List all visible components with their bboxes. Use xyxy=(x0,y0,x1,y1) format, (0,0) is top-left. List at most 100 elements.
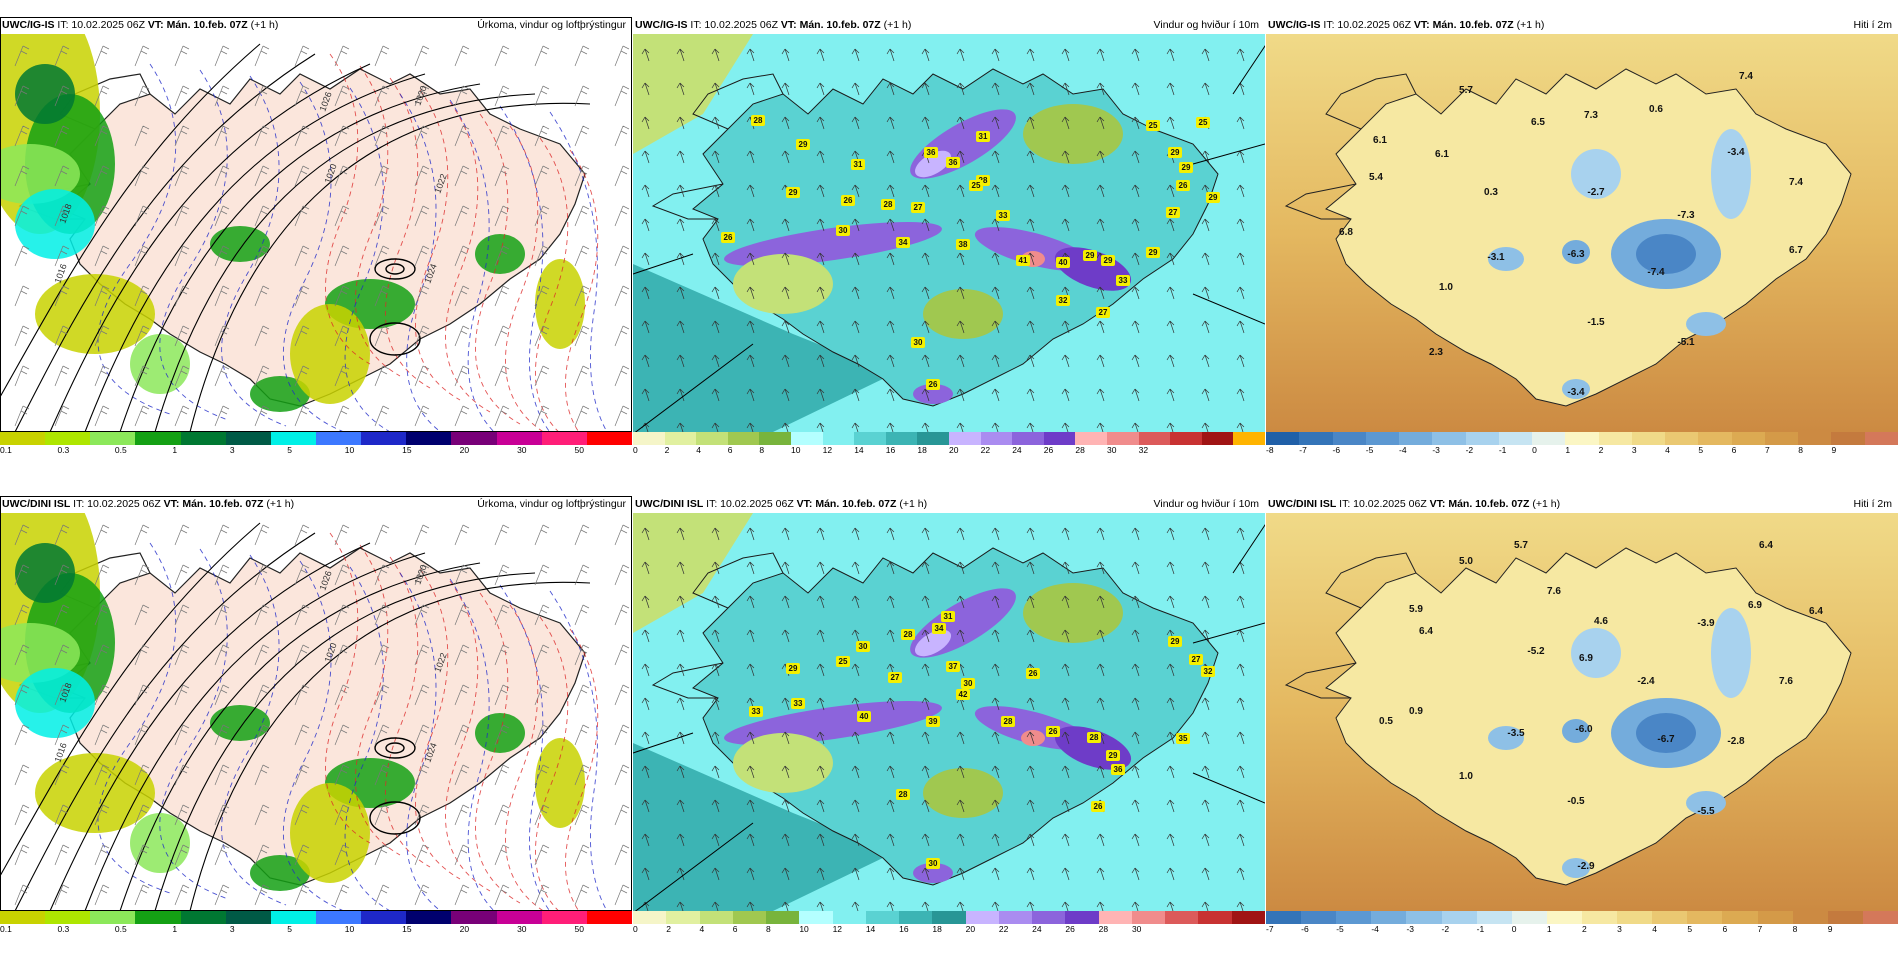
wind-arrow xyxy=(886,527,895,541)
temperature-label: -2.8 xyxy=(1727,736,1745,747)
temperature-label: -0.5 xyxy=(1567,796,1585,807)
colorbar-tick-label: 0.5 xyxy=(114,445,127,455)
temperature-isoline xyxy=(445,580,491,892)
valid-time: VT: Mán. 10.feb. 07Z xyxy=(796,498,897,510)
colorbar-swatch xyxy=(1698,432,1733,445)
wind-barb xyxy=(614,884,630,906)
wind-arrow xyxy=(921,799,930,813)
wind-arrow xyxy=(1061,527,1070,541)
wind-barb xyxy=(494,125,510,147)
wind-arrow xyxy=(711,422,720,432)
wind-arrow xyxy=(1096,867,1105,881)
wind-arrow xyxy=(991,48,1000,62)
wind-barb xyxy=(214,684,230,706)
colorbar-swatch xyxy=(1032,911,1066,924)
wind-barb xyxy=(334,45,350,67)
wind-speed-field xyxy=(633,743,893,911)
wind-arrow xyxy=(1131,150,1140,164)
wind-barb xyxy=(574,45,590,67)
temperature-isoline xyxy=(415,89,461,401)
colorbar-tick-label: 2 xyxy=(1598,445,1604,455)
gust-label-bg xyxy=(956,689,970,700)
wind-arrow xyxy=(1166,697,1175,711)
temperature-isoline xyxy=(385,77,431,389)
panel-header: UWC/IG-IS IT: 10.02.2025 06Z VT: Mán. 10… xyxy=(633,17,1265,34)
wind-arrow xyxy=(956,731,965,745)
wind-barb xyxy=(414,604,430,626)
wind-barb xyxy=(334,165,350,187)
wind-barb xyxy=(534,205,550,227)
wind-speed-field xyxy=(1023,583,1123,643)
gust-label-bg xyxy=(836,225,850,236)
temperature-label: -2.4 xyxy=(1637,676,1655,687)
wind-arrow xyxy=(956,629,965,643)
wind-arrow xyxy=(781,388,790,402)
temperature-isoline xyxy=(565,149,599,432)
wind-arrow xyxy=(641,48,650,62)
wind-arrow xyxy=(1096,629,1105,643)
map-panel-wind-igis: UWC/IG-IS IT: 10.02.2025 06Z VT: Mán. 10… xyxy=(633,17,1266,485)
temperature-isoline xyxy=(449,99,495,432)
wind-arrow xyxy=(851,422,860,432)
colorbar-tick-label: 10 xyxy=(344,924,355,934)
gust-label: 30 xyxy=(859,642,868,651)
wind-arrow xyxy=(851,731,860,745)
panel-title: Úrkoma, vindur og loftþrýstingur xyxy=(477,498,626,510)
gust-label: 33 xyxy=(1119,276,1128,285)
temperature-label: -6.7 xyxy=(1657,734,1675,745)
wind-barb xyxy=(334,85,350,107)
wind-arrow xyxy=(711,663,720,677)
wind-speed-field xyxy=(1021,730,1045,746)
wind-barb xyxy=(614,684,630,706)
wind-barb xyxy=(294,205,310,227)
wind-arrow xyxy=(851,901,860,911)
colorbar-swatch xyxy=(45,432,91,445)
gust-label: 28 xyxy=(904,630,913,639)
gust-label: 27 xyxy=(1169,208,1178,217)
wind-arrow xyxy=(1201,388,1210,402)
wind-barb xyxy=(534,325,550,347)
wind-arrow xyxy=(711,354,720,368)
wind-barb xyxy=(334,325,350,347)
wind-arrow xyxy=(781,901,790,911)
wind-barb xyxy=(254,125,270,147)
temperature-label: 0.6 xyxy=(1649,104,1663,115)
wind-arrow xyxy=(851,116,860,130)
wind-barb xyxy=(494,365,510,387)
colorbar-tick-label: -6 xyxy=(1301,924,1309,934)
wind-speed-field xyxy=(923,289,1003,339)
wind-barb xyxy=(94,844,110,866)
wind-arrow xyxy=(1096,150,1105,164)
colorbar-tick-label: 4 xyxy=(1665,445,1670,455)
colorbar-swatch xyxy=(1201,432,1234,445)
gust-label-bg xyxy=(1083,250,1097,261)
wind-barb xyxy=(54,524,70,546)
wind-arrow xyxy=(851,48,860,62)
wind-barb xyxy=(254,884,270,906)
colorbar-swatch xyxy=(1731,432,1766,445)
wind-barb xyxy=(134,604,150,626)
wind-arrow xyxy=(1166,286,1175,300)
wind-arrow xyxy=(676,116,685,130)
wind-arrow xyxy=(746,422,755,432)
wind-arrow xyxy=(1131,320,1140,334)
wind-arrow xyxy=(1201,867,1210,881)
map-panel-temp-igis: UWC/IG-IS IT: 10.02.2025 06Z VT: Mán. 10… xyxy=(1266,17,1899,485)
wind-arrow xyxy=(886,218,895,232)
colorbar-swatch xyxy=(1764,432,1799,445)
wind-arrow xyxy=(1061,320,1070,334)
wind-arrow xyxy=(746,82,755,96)
temperature-isoline xyxy=(355,65,401,377)
colorbar-tick-label: 0 xyxy=(1532,445,1537,455)
colorbar-swatch xyxy=(1233,432,1266,445)
colorbar-tick-label: 4 xyxy=(699,924,705,934)
model-name: UWC/IG-IS xyxy=(2,19,55,31)
wind-arrow xyxy=(816,116,825,130)
wind-barb xyxy=(454,884,470,906)
wind-barb xyxy=(574,125,590,147)
wind-barb xyxy=(54,684,70,706)
wind-arrow xyxy=(1096,354,1105,368)
wind-barb xyxy=(614,524,630,546)
gust-label: 26 xyxy=(724,233,733,242)
wind-arrow xyxy=(816,901,825,911)
